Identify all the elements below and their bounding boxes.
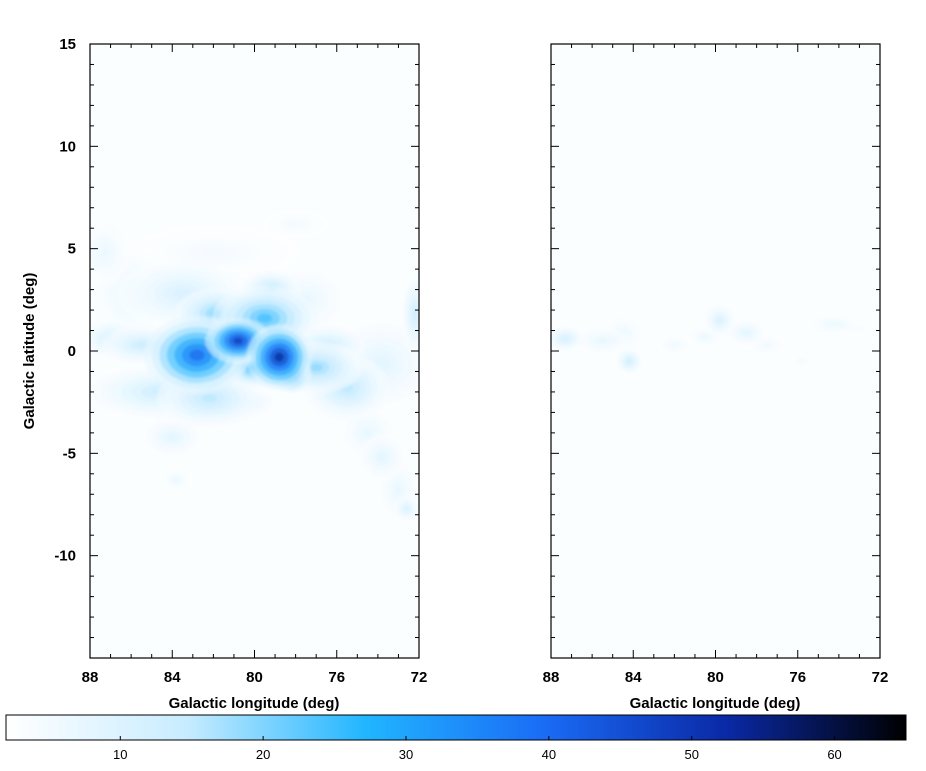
emission-blob [576,327,629,354]
x-tick-label: 84 [164,669,181,686]
left-y-axis-label: Galactic latitude (deg) [21,273,38,430]
x-tick-label: 88 [543,669,560,686]
colorbar-tick-label: 20 [256,747,270,762]
emission-blob [401,274,419,354]
x-tick-label: 76 [789,669,806,686]
emission-blob [262,211,329,238]
x-tick-label: 76 [328,669,345,686]
x-tick-label: 72 [872,669,889,686]
emission-blob [726,319,767,346]
right-panel: 88 84 80 76 72 Galactic longitude (deg) [543,43,889,712]
x-tick-label: 72 [411,669,428,686]
emission-blob [156,368,262,428]
y-tick-label: -10 [54,548,76,565]
emission-blob [615,348,643,375]
emission-blob [551,325,586,352]
emission-blob [246,324,313,390]
emission-blob [393,495,419,522]
left-x-axis-label: Galactic longitude (deg) [169,695,340,712]
emission-blob [90,220,131,286]
y-tick-label: 0 [68,343,76,360]
emission-blob [703,303,737,337]
emission-blob [358,434,406,481]
emission-blob [808,314,862,335]
left-heatmap [90,211,419,522]
x-tick-label: 84 [625,669,642,686]
emission-blob [304,355,390,421]
emission-blob [688,326,722,347]
colorbar-tick-label: 50 [684,747,698,762]
x-tick-label: 88 [82,669,99,686]
emission-blob [163,470,190,490]
colorbar-ticks: 10 20 30 40 50 60 [113,736,842,762]
colorbar-tick-label: 60 [827,747,841,762]
y-tick-label: -5 [63,445,76,462]
y-tick-label: 10 [59,138,76,155]
x-tick-label: 80 [707,669,724,686]
left-ticks: 88 84 80 76 72 15 10 5 0 -5 -10 [54,36,427,686]
emission-blob [657,335,691,355]
left-panel: 88 84 80 76 72 15 10 5 0 -5 -10 Galactic longitude… [21,36,427,712]
colorbar-gradient [5,714,907,741]
right-x-axis-label: Galactic longitude (deg) [630,695,801,712]
right-heatmap [551,303,872,375]
colorbar-tick-label: 40 [542,747,556,762]
colorbar-tick-label: 30 [399,747,413,762]
y-tick-label: 5 [68,241,76,258]
colorbar: 10 20 30 40 50 60 [5,714,907,762]
y-tick-label: 15 [59,36,76,53]
x-tick-label: 80 [246,669,263,686]
emission-blob [142,417,202,457]
colorbar-tick-label: 10 [113,747,127,762]
right-ticks: 88 84 80 76 72 [543,43,889,686]
emission-blob [791,354,812,368]
